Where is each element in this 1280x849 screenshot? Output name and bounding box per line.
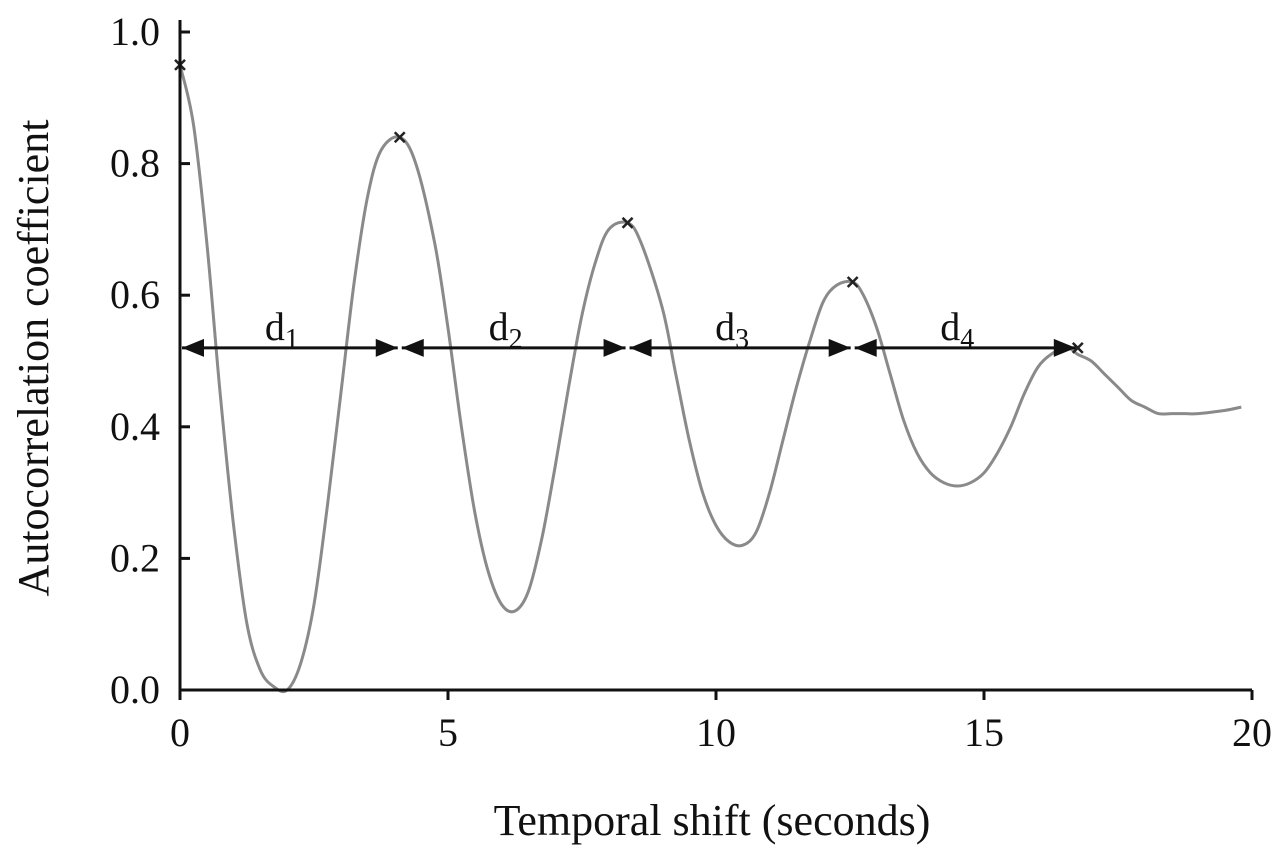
- x-tick-label: 5: [438, 710, 458, 755]
- plot-area: d1 d2 d3 d4: [174, 59, 1242, 694]
- arrow-head-left: [182, 338, 204, 357]
- peak-marker: [1071, 341, 1084, 354]
- y-tick-label: 0.0: [110, 667, 160, 712]
- x-axis: 0 5 10 15 20: [170, 688, 1272, 755]
- y-tick-label: 0.4: [110, 404, 160, 449]
- x-tick-label: 15: [964, 710, 1004, 755]
- x-tick-label: 0: [170, 710, 190, 755]
- interval-arrow: d1: [182, 304, 398, 357]
- y-axis: 0.0 0.2 0.4 0.6 0.8 1.0: [110, 9, 190, 712]
- x-tick-label: 20: [1232, 710, 1272, 755]
- arrow-head-right: [828, 338, 851, 357]
- arrow-head-left: [401, 338, 424, 357]
- y-tick-label: 0.6: [110, 272, 160, 317]
- interval-label: d4: [940, 304, 974, 355]
- peak-marker: [621, 216, 634, 229]
- interval-arrow: d2: [401, 304, 626, 357]
- arrow-head-right: [603, 338, 626, 357]
- arrow-head-right: [1053, 338, 1076, 357]
- y-tick-label: 0.8: [110, 141, 160, 186]
- interval-arrow: d4: [854, 304, 1076, 357]
- x-axis-title: Temporal shift (seconds): [494, 796, 931, 845]
- x-tick-label: 10: [696, 710, 736, 755]
- peak-marker: [846, 276, 859, 288]
- interval-arrow: d3: [629, 304, 851, 357]
- series-line: [178, 64, 1242, 694]
- y-tick-label: 0.2: [110, 535, 160, 580]
- y-tick-label: 1.0: [110, 9, 160, 54]
- interval-label: d2: [489, 304, 523, 355]
- arrow-head-left: [629, 338, 652, 357]
- peak-marker: [393, 131, 406, 144]
- arrow-head-left: [854, 338, 877, 357]
- arrow-head-right: [375, 338, 398, 357]
- interval-label: d1: [265, 304, 299, 355]
- interval-label: d3: [715, 304, 749, 355]
- y-axis-title: Autocorrelation coefficient: [9, 120, 58, 597]
